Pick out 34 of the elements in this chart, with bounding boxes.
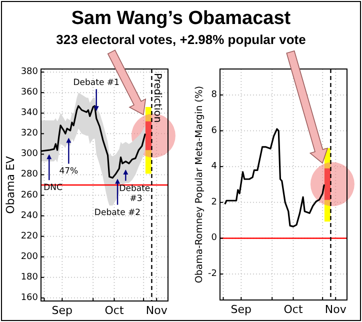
y-tick-label: 4	[211, 162, 218, 172]
x-tick-label: Oct	[104, 304, 124, 317]
chart-subtitle: 323 electoral votes, +2.98% popular vote	[56, 32, 306, 47]
x-tick-label: Nov	[324, 303, 347, 316]
annotation: Debate #3	[119, 184, 150, 204]
y-tick-label: 8	[211, 90, 218, 100]
y-tick-label: 200	[20, 252, 38, 262]
y-tick-label: 240	[20, 210, 38, 221]
y-tick-label: 320	[20, 128, 38, 139]
y-tick-label: 160	[20, 292, 38, 303]
chart-title: Sam Wang’s Obamacast	[71, 8, 292, 29]
y-axis-title: Obama EV	[4, 156, 17, 214]
y-tick-label: 340	[20, 108, 38, 118]
annotation: Debate #1	[73, 78, 120, 88]
x-tick-label: Sep	[52, 304, 73, 317]
y-tick-label: 220	[20, 231, 38, 242]
y-tick-label: 180	[20, 272, 38, 282]
y-tick-label: 260	[20, 190, 38, 200]
y-axis-title: Obama-Romney Popular Meta-Margin (%)	[194, 86, 205, 284]
annotation: DNC	[44, 183, 62, 194]
x-tick-label: Nov	[146, 304, 168, 317]
y-tick-label: -2	[208, 269, 217, 280]
annotation: Debate #2	[94, 208, 141, 218]
ref-line-label: Prediction	[152, 73, 163, 123]
x-tick-label: Sep	[230, 303, 252, 316]
y-tick-label: 360	[20, 88, 38, 98]
y-tick-label: 6	[211, 126, 218, 136]
x-tick-label: Oct	[284, 303, 304, 316]
y-tick-label: 380	[20, 67, 38, 78]
y-tick-label: 0	[211, 233, 218, 244]
y-tick-label: 2	[211, 197, 217, 208]
y-tick-label: 300	[20, 149, 38, 160]
annotation: 47%	[59, 166, 78, 177]
y-tick-label: 280	[20, 170, 38, 180]
